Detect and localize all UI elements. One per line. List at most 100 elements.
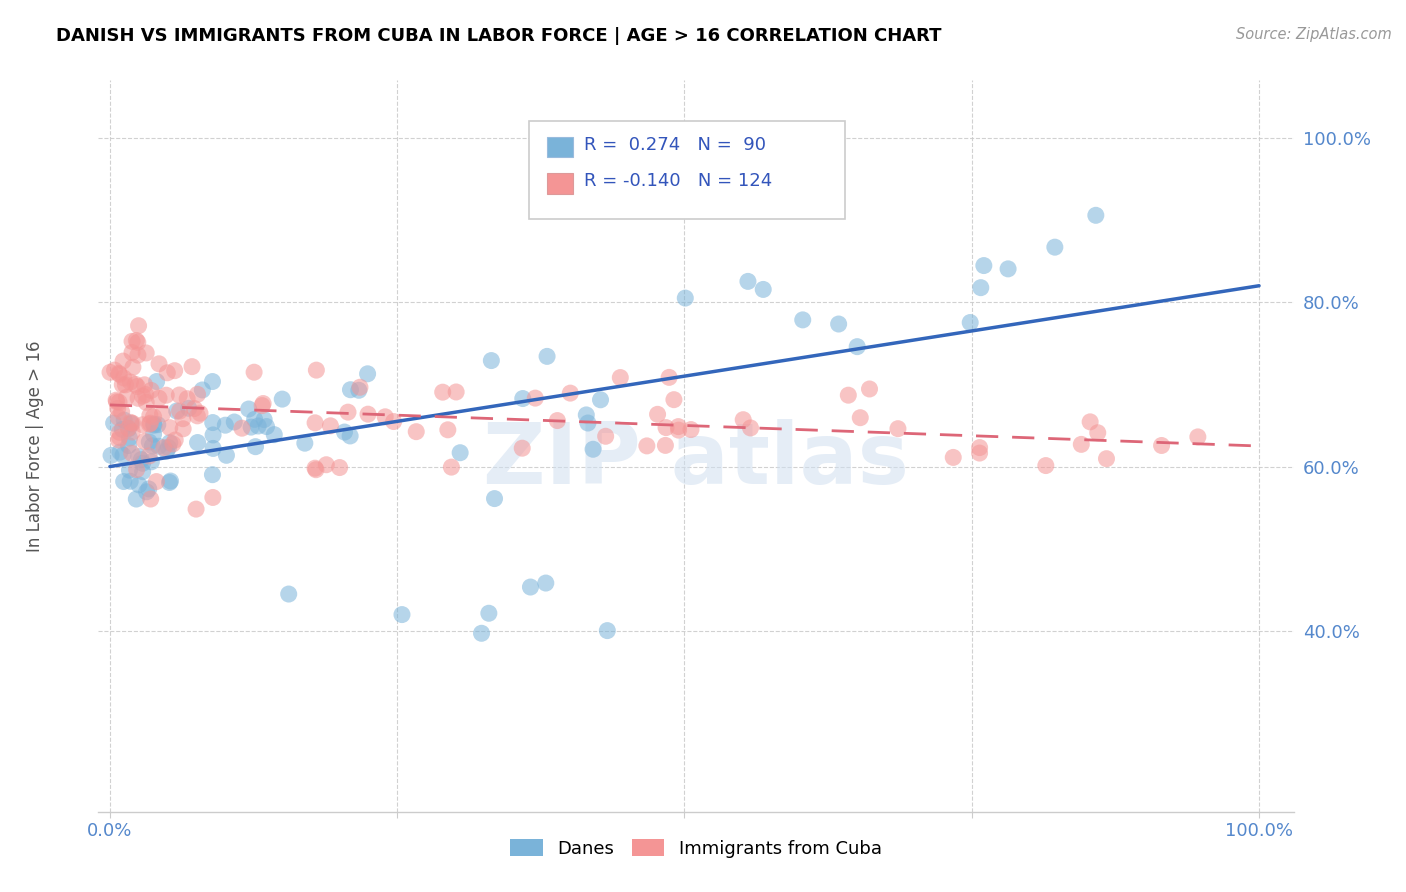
Point — [201, 467, 224, 482]
Point — [108, 366, 131, 380]
Point — [120, 375, 142, 389]
Point — [127, 379, 149, 393]
Point — [128, 318, 150, 333]
Point — [139, 416, 162, 430]
Point — [181, 359, 204, 374]
Point — [148, 391, 170, 405]
Point — [470, 626, 492, 640]
Point — [125, 462, 148, 476]
Point — [128, 450, 150, 464]
Point — [131, 456, 153, 470]
Point — [201, 491, 224, 505]
Point — [391, 607, 413, 622]
Point — [124, 377, 146, 392]
Point — [576, 416, 599, 430]
Point — [202, 428, 225, 442]
Point — [108, 445, 131, 459]
Point — [243, 412, 266, 426]
Point — [827, 317, 849, 331]
Point — [294, 436, 316, 450]
Point — [305, 363, 328, 377]
Point — [108, 430, 131, 444]
Point — [304, 416, 326, 430]
Point — [250, 399, 273, 413]
Point — [534, 576, 557, 591]
Point — [120, 416, 142, 430]
Point — [1087, 425, 1109, 440]
Point — [132, 417, 155, 432]
Point — [122, 360, 145, 375]
Text: Source: ZipAtlas.com: Source: ZipAtlas.com — [1236, 27, 1392, 42]
Point — [159, 475, 181, 490]
Point — [357, 407, 380, 421]
Point — [111, 405, 134, 419]
Point — [112, 354, 135, 368]
Point — [347, 384, 370, 398]
Point — [131, 452, 153, 467]
Point — [188, 406, 211, 420]
Point — [679, 423, 702, 437]
Point — [1084, 208, 1107, 222]
Point — [98, 365, 121, 379]
Point — [440, 460, 463, 475]
Point — [662, 392, 685, 407]
Point — [666, 419, 689, 434]
Point — [186, 409, 208, 423]
Legend: Danes, Immigrants from Cuba: Danes, Immigrants from Cuba — [503, 832, 889, 865]
Point — [135, 395, 157, 409]
Point — [1043, 240, 1066, 254]
Point — [138, 417, 160, 432]
Point — [263, 427, 285, 442]
Point — [142, 409, 165, 424]
Point — [135, 346, 157, 360]
Point — [305, 463, 328, 477]
Point — [187, 435, 209, 450]
Point — [152, 407, 174, 421]
Point — [138, 434, 160, 449]
Point — [224, 415, 246, 429]
Point — [131, 465, 153, 479]
Point — [128, 478, 150, 492]
Point — [582, 442, 605, 457]
Point — [444, 384, 467, 399]
Point — [138, 449, 160, 463]
Point — [575, 408, 598, 422]
Point — [737, 274, 759, 288]
Point — [112, 371, 135, 385]
Point — [100, 449, 122, 463]
Point — [315, 458, 337, 472]
Point — [333, 425, 356, 439]
Point — [658, 370, 681, 384]
Point — [177, 401, 200, 416]
Bar — [547, 173, 572, 194]
Point — [157, 441, 180, 455]
Point — [247, 419, 270, 434]
FancyBboxPatch shape — [529, 120, 845, 219]
Point — [1078, 415, 1101, 429]
Point — [141, 384, 163, 398]
Point — [846, 340, 869, 354]
Point — [184, 502, 207, 516]
Point — [238, 402, 260, 417]
Point — [449, 446, 471, 460]
Point — [159, 420, 181, 434]
Text: ZIP atlas: ZIP atlas — [484, 419, 908, 502]
Point — [201, 416, 224, 430]
Point — [339, 429, 361, 443]
Point — [484, 491, 506, 506]
Point — [252, 396, 274, 410]
Point — [432, 385, 454, 400]
Point — [148, 439, 170, 453]
Point — [139, 491, 162, 506]
Point — [125, 334, 148, 348]
Point — [118, 422, 141, 436]
Point — [134, 434, 156, 449]
Point — [156, 366, 179, 380]
Point — [970, 280, 993, 294]
Point — [112, 448, 135, 462]
Point — [546, 413, 568, 427]
Point — [142, 417, 165, 431]
Point — [120, 417, 142, 431]
Point — [105, 394, 128, 409]
Point — [117, 438, 139, 452]
